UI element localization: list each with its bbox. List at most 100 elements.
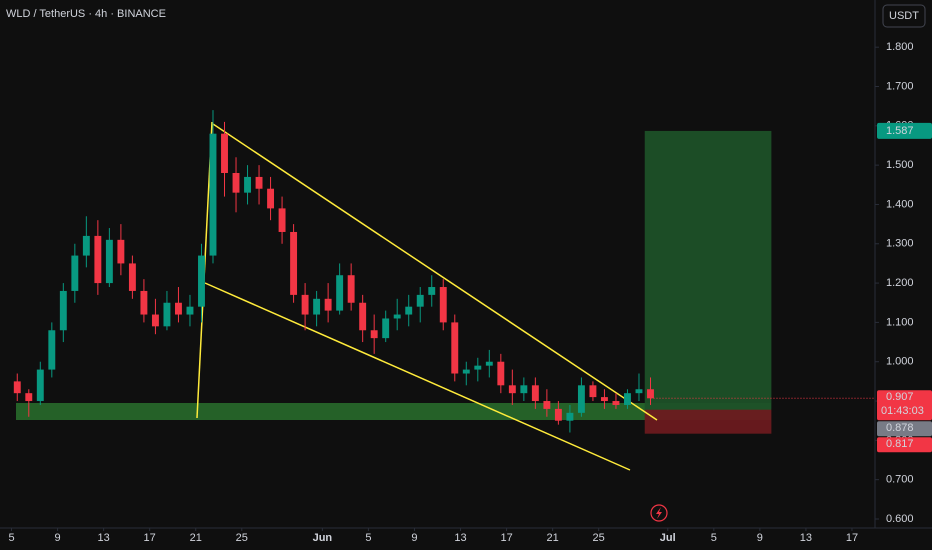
entry-box [877,421,932,437]
candle-body [198,255,205,307]
candle-body [48,330,56,370]
target-label: 1.587 [886,125,914,137]
candle-body [612,401,620,405]
x-tick-label: 21 [190,532,202,544]
candle-body [71,255,79,291]
candle-body [485,361,493,366]
candle-body [175,302,182,315]
candle-body [382,318,390,339]
candle-body [209,133,217,256]
candle-body [647,389,654,399]
candle-body [635,389,643,394]
x-tick-label: 5 [365,532,371,544]
stop-label: 0.817 [886,438,914,450]
entry-label: 0.878 [886,422,914,434]
candle-body [94,235,102,284]
x-tick-label: 17 [144,532,156,544]
candle-body [566,412,574,421]
candle-body [474,365,482,370]
candle-body [290,231,298,295]
candle-body [508,385,516,394]
candle-body [531,385,539,402]
candle-body [186,306,194,315]
candle-body [624,393,631,405]
target-box [877,122,932,139]
candle-body [497,361,505,386]
x-tick-label: 13 [97,532,109,544]
trend-line [212,123,658,421]
trend-line [204,282,631,471]
x-tick-label: 13 [800,532,812,544]
currency: USDT [889,10,919,22]
stop-box [877,437,932,453]
candle-body [577,385,585,413]
target-zone [644,130,772,410]
candle-body [428,287,436,295]
icon-circle [650,504,668,522]
candle-body [370,330,378,339]
x-tick-label: 5 [8,532,14,544]
candle-body [347,275,355,303]
icon-bolt [656,507,662,519]
x-tick-label: 9 [757,532,763,544]
plot-area [16,130,772,434]
x-tick-label: 17 [500,532,512,544]
candle-body [451,322,459,374]
y-tick-label: 1.100 [886,316,914,328]
candle-body [313,298,321,315]
x-tick-label: 9 [411,532,417,544]
candle-body [520,385,528,394]
y-tick-label: 1.400 [886,198,914,210]
candle-body [543,401,551,409]
candle-body [336,275,344,311]
x-tick-label: 21 [547,532,559,544]
candle-body [13,381,21,394]
candle-body [416,294,424,307]
candle-body [554,408,562,421]
countdown-label: 01:43:03 [881,405,924,417]
candle-body [244,176,251,193]
candle-body [25,393,33,402]
y-tick-label: 1.300 [886,238,914,250]
x-tick-label: Jul [660,532,676,544]
candle-body [600,397,608,402]
x-tick-label: 5 [711,532,717,544]
candle-body [267,188,275,209]
x-tick-label: 25 [593,532,605,544]
candle-body [232,172,240,193]
candle-body [82,235,90,256]
candle-body [163,302,171,327]
y-tick-label: 0.600 [886,513,914,525]
currency-box [882,4,926,28]
x-tick-label: 25 [236,532,248,544]
candle-body [589,385,597,398]
y-tick-label: 1.200 [886,277,914,289]
x-tick-label: 13 [454,532,466,544]
candle-body [59,290,67,331]
candle-body [36,369,44,402]
candle-body [359,302,367,331]
candle-body [393,314,401,319]
last-price-box [877,390,932,421]
y-tick-label: 1.700 [886,80,914,92]
candle-body [128,263,136,291]
chart-title: WLD / TetherUS · 4h · BINANCE [6,8,166,20]
candle-body [324,298,332,311]
y-tick-label: 0.700 [886,474,914,486]
candle-body [140,290,148,315]
candle-body [221,133,228,173]
candle-body [405,306,413,315]
last-price-label: 0.907 [886,391,914,403]
candle-body [117,239,125,264]
y-tick-label: 1.500 [886,159,914,171]
y-tick-label: 1.800 [886,41,914,53]
candle-body [439,287,447,323]
candle-body [151,314,159,327]
candle-body [301,294,309,315]
y-tick-label: 1.000 [886,356,914,368]
stop-zone [644,409,772,434]
candle-body [105,239,113,284]
x-tick-label: 9 [55,532,61,544]
candle-body [278,208,286,232]
